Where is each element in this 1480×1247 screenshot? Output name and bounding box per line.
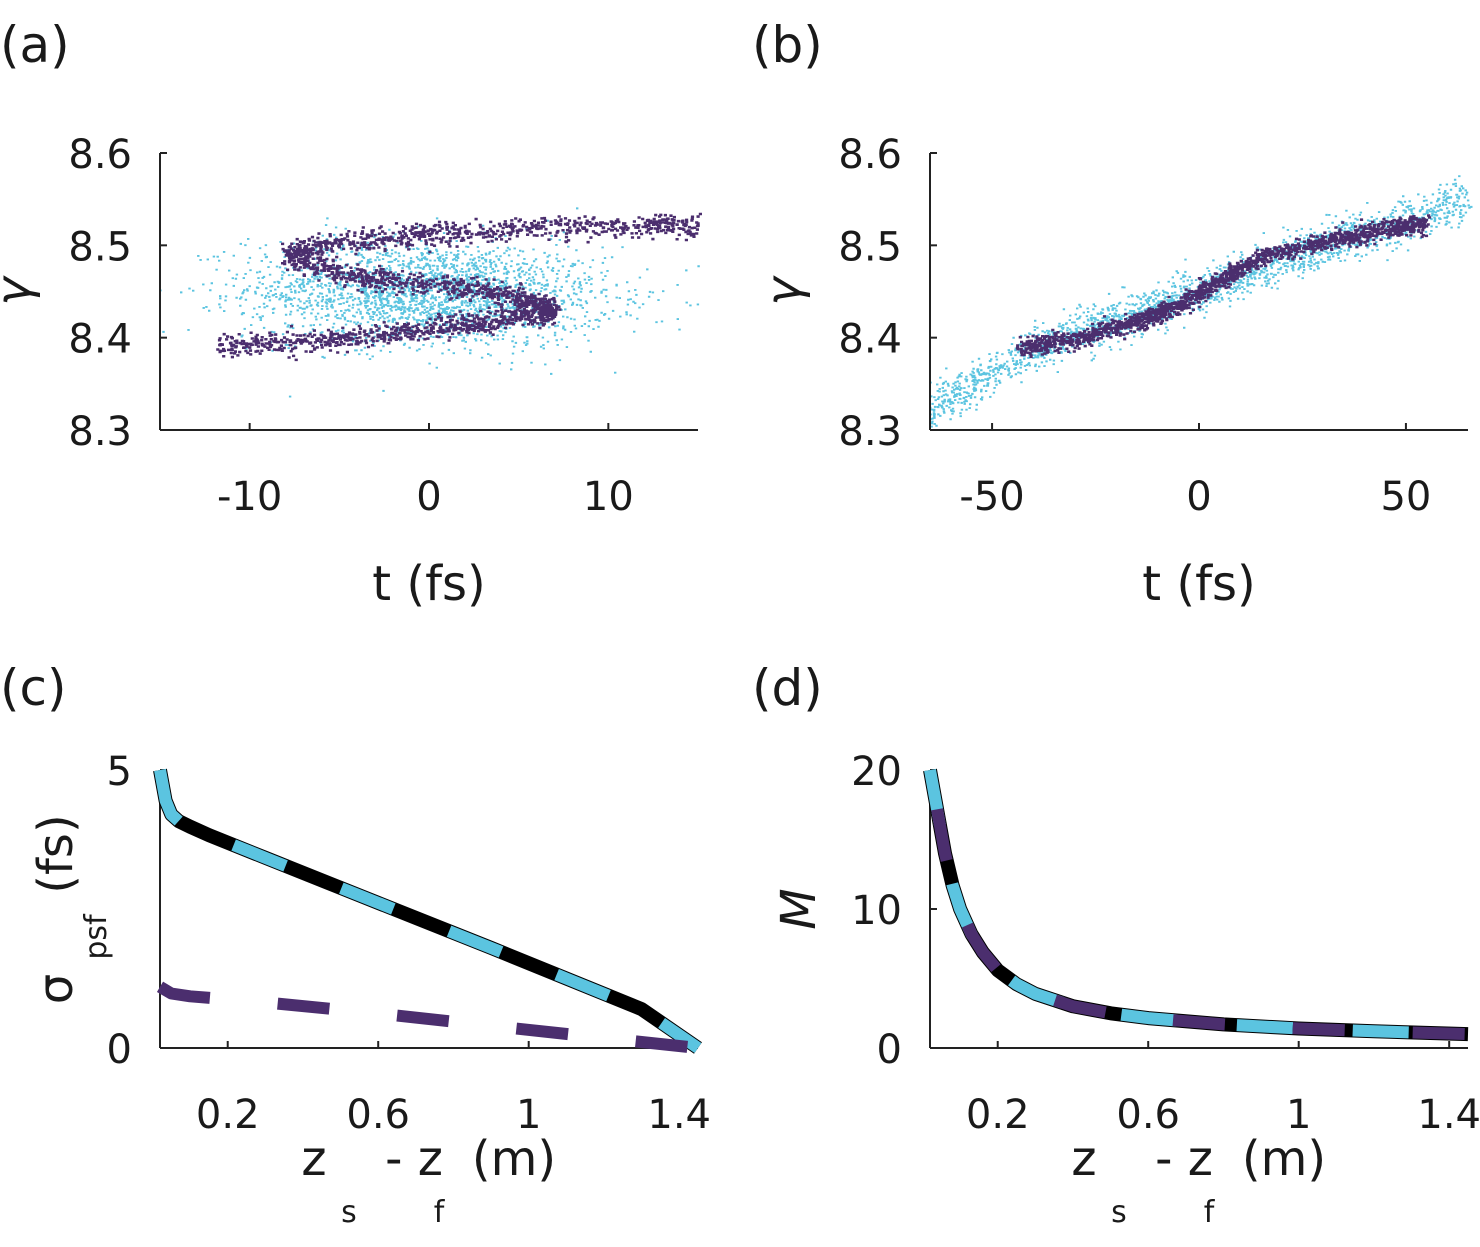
panel-d: (d) 0.2 0.6 1 1.4 0 10 20 zs - z f (m) M — [752, 659, 1480, 1230]
series-black-line — [153, 768, 702, 1054]
panel-b: (b) -50 0 50 8.3 8.4 8.5 8.6 t (fs) γ — [752, 16, 1473, 612]
x-label-z: z — [1071, 1131, 1096, 1187]
x-tick-label: 50 — [1380, 474, 1431, 520]
x-tick-label: 1.4 — [1417, 1092, 1480, 1138]
y-tick-label: 5 — [107, 749, 132, 795]
y-tick-label: 8.4 — [838, 317, 902, 363]
series-dark-points — [1015, 214, 1432, 359]
y-tick-label: 8.4 — [68, 317, 132, 363]
y-axis-label: γ — [756, 275, 812, 306]
x-axis-label: zs - z f (m) — [1071, 1131, 1326, 1230]
x-label-minus-z: - z — [385, 1131, 443, 1187]
series-black-line — [923, 768, 1469, 1042]
series-light-points — [161, 207, 700, 398]
x-label-unit: (m) — [472, 1131, 556, 1187]
axes: 0.2 0.6 1 1.4 0 10 20 — [851, 749, 1480, 1138]
x-tick-label: 0.6 — [346, 1092, 410, 1138]
y-label-sub-psf: psf — [79, 913, 114, 960]
x-label-sub-s: s — [341, 1195, 357, 1230]
x-tick-label: 1 — [516, 1092, 541, 1138]
x-tick-label: 0.2 — [966, 1092, 1030, 1138]
y-tick-label: 0 — [107, 1027, 132, 1073]
y-label-sigma: σ — [28, 974, 84, 1004]
series-dark-line — [156, 981, 699, 1054]
panel-label: (d) — [752, 659, 823, 717]
series-dark-line — [924, 768, 1469, 1041]
x-tick-label: 10 — [583, 474, 634, 520]
x-label-sub-f: f — [1204, 1195, 1216, 1230]
y-tick-label: 8.3 — [68, 409, 132, 455]
panel-c: (c) 0.2 0.6 1 1.4 0 5 zs - z f (m) σ psf (fs) — [0, 659, 711, 1230]
x-tick-label: -10 — [217, 474, 282, 520]
scatter-points-light — [161, 207, 700, 398]
panel-label: (b) — [752, 16, 823, 74]
x-tick-label: 0.2 — [196, 1092, 260, 1138]
axes: -50 0 50 8.3 8.4 8.5 8.6 — [838, 132, 1468, 520]
y-axis-label: γ — [0, 275, 42, 306]
scatter-points-dark — [1015, 214, 1432, 359]
x-tick-label: 0.6 — [1116, 1092, 1180, 1138]
series-dark-points — [216, 212, 702, 362]
y-tick-label: 20 — [851, 749, 902, 795]
y-tick-label: 8.6 — [838, 132, 902, 178]
x-label-sub-s: s — [1111, 1195, 1127, 1230]
y-tick-label: 8.3 — [838, 409, 902, 455]
series-light-line — [154, 768, 702, 1053]
x-axis-label: zs - z f (m) — [301, 1131, 556, 1230]
panel-a: (a) -10 0 10 8.3 8.4 8.5 8.6 t (fs) γ — [0, 16, 702, 612]
x-axis-label: t (fs) — [1142, 556, 1255, 612]
y-tick-label: 8.5 — [838, 224, 902, 270]
x-tick-label: -50 — [959, 474, 1024, 520]
x-label-unit: (m) — [1242, 1131, 1326, 1187]
x-axis-label: t (fs) — [372, 556, 485, 612]
y-axis-label: M — [771, 888, 827, 929]
axes: -10 0 10 8.3 8.4 8.5 8.6 — [68, 132, 698, 520]
x-tick-label: 1.4 — [647, 1092, 711, 1138]
x-label-sub-f: f — [434, 1195, 446, 1230]
panel-label: (a) — [0, 16, 70, 74]
y-tick-label: 10 — [851, 888, 902, 934]
x-tick-label: 0 — [416, 474, 441, 520]
panel-label: (c) — [0, 659, 67, 717]
y-axis-label: σ psf (fs) — [28, 814, 114, 1004]
y-tick-label: 8.6 — [68, 132, 132, 178]
x-label-z: z — [301, 1131, 326, 1187]
x-label-minus-z: - z — [1155, 1131, 1213, 1187]
y-label-unit: (fs) — [28, 814, 84, 893]
series-light-line — [924, 768, 1469, 1041]
x-tick-label: 1 — [1286, 1092, 1311, 1138]
y-tick-label: 8.5 — [68, 224, 132, 270]
scatter-points-dark — [216, 212, 702, 362]
y-tick-label: 0 — [877, 1027, 902, 1073]
axes: 0.2 0.6 1 1.4 0 5 — [107, 749, 711, 1138]
x-tick-label: 0 — [1186, 474, 1211, 520]
